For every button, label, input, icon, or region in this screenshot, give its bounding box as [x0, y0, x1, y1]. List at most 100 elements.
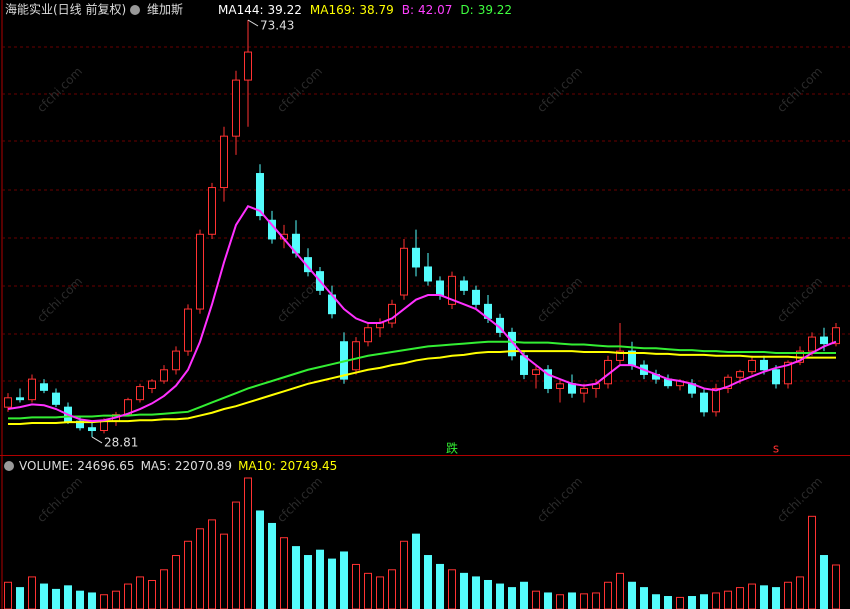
volume-icon[interactable] — [4, 461, 14, 471]
volume-bar — [472, 576, 480, 609]
watermark: cfchi.com — [34, 474, 85, 525]
indicator-legend: MA144: 39.22 — [218, 3, 302, 17]
volume-bar — [364, 572, 372, 609]
volume-bar — [112, 590, 120, 609]
candle-body — [724, 376, 732, 389]
volume-bar — [304, 555, 312, 609]
volume-bar — [124, 583, 132, 609]
volume-bar — [268, 522, 276, 609]
volume-bar — [784, 581, 792, 609]
candle-body — [256, 173, 264, 217]
volume-bar — [208, 519, 216, 609]
volume-bar — [664, 596, 672, 609]
candle-body — [556, 383, 564, 389]
volume-bar — [700, 594, 708, 609]
volume-bar — [724, 590, 732, 609]
candle-body — [172, 350, 180, 371]
candle-body — [208, 187, 216, 235]
volume-bar — [328, 558, 336, 609]
candle-body — [88, 427, 96, 432]
annotation-label: 28.81 — [104, 435, 138, 449]
watermark: cfchi.com — [534, 474, 585, 525]
legend-name: B: — [402, 3, 414, 17]
volume-bar — [232, 501, 240, 609]
signal-marker: 跌 — [446, 441, 458, 456]
volume-bar — [16, 587, 24, 609]
indicator-line — [7, 205, 837, 423]
candle-body — [748, 359, 756, 373]
volume-bar — [820, 555, 828, 609]
candle-body — [532, 369, 540, 375]
watermark: cfchi.com — [534, 64, 585, 115]
volume-bar — [292, 546, 300, 609]
candle-body — [136, 386, 144, 401]
candle-body — [244, 51, 252, 81]
volume-bar — [136, 576, 144, 609]
volume-bar — [748, 583, 756, 609]
indicator-name: 维加斯 — [147, 3, 183, 17]
watermark: cfchi.com — [534, 274, 585, 325]
candle-body — [400, 247, 408, 296]
volume-bar — [808, 515, 816, 609]
candle-body — [472, 289, 480, 305]
candle-body — [700, 392, 708, 413]
volume-bar — [592, 592, 600, 609]
volume-bar — [832, 564, 840, 609]
candle-body — [304, 257, 312, 273]
candle-body — [460, 280, 468, 291]
indicator-line — [8, 340, 836, 420]
candle-body — [508, 331, 516, 357]
legend-value: 38.79 — [359, 3, 393, 17]
candle-body — [772, 369, 780, 385]
volume-bar — [508, 587, 516, 609]
volume-bar — [496, 583, 504, 609]
volume-bar — [448, 569, 456, 609]
volume-bar — [376, 576, 384, 609]
legend-value: 39.22 — [268, 3, 302, 17]
indicator-legend: MA169: 38.79 — [310, 3, 394, 17]
volume-bar — [4, 581, 12, 609]
volume-bar — [412, 533, 420, 609]
candle-body — [808, 336, 816, 352]
candle-body — [412, 247, 420, 268]
grid — [2, 46, 850, 382]
candle-body — [28, 378, 36, 401]
volume-bar — [688, 596, 696, 609]
volume-bar — [340, 551, 348, 609]
legend-value: 42.07 — [418, 3, 452, 17]
volume-bar — [628, 581, 636, 609]
volume-bar — [316, 549, 324, 609]
candle-body — [424, 266, 432, 282]
candle-body — [100, 420, 108, 432]
volume-bar — [796, 576, 804, 609]
candle-body — [448, 275, 456, 305]
candle-body — [760, 359, 768, 371]
candle-body — [160, 369, 168, 382]
volume-bar — [52, 588, 60, 609]
candle-body — [568, 383, 576, 394]
volume-bar — [760, 585, 768, 609]
watermark: cfchi.com — [774, 64, 825, 115]
volume-bar — [532, 590, 540, 609]
volume-bar — [556, 594, 564, 609]
indicator-legend: B: 42.07 — [402, 3, 453, 17]
legend-name: MA10: — [238, 459, 276, 473]
volume-bar — [280, 537, 288, 609]
candle-body — [436, 280, 444, 296]
legend-name: D: — [460, 3, 473, 17]
watermark: cfchi.com — [34, 64, 85, 115]
volume-bar — [676, 596, 684, 609]
legend-name: MA169: — [310, 3, 356, 17]
volume-bar — [352, 563, 360, 609]
volume-bar — [100, 594, 108, 609]
volume-bar — [220, 533, 228, 609]
candle-body — [364, 327, 372, 343]
volume-bar — [88, 592, 96, 609]
candle-body — [148, 380, 156, 389]
volume-bar — [256, 510, 264, 609]
volume-bar — [640, 587, 648, 609]
volume-bar — [736, 587, 744, 609]
volume-bar — [712, 592, 720, 609]
dropdown-icon[interactable] — [130, 5, 140, 15]
